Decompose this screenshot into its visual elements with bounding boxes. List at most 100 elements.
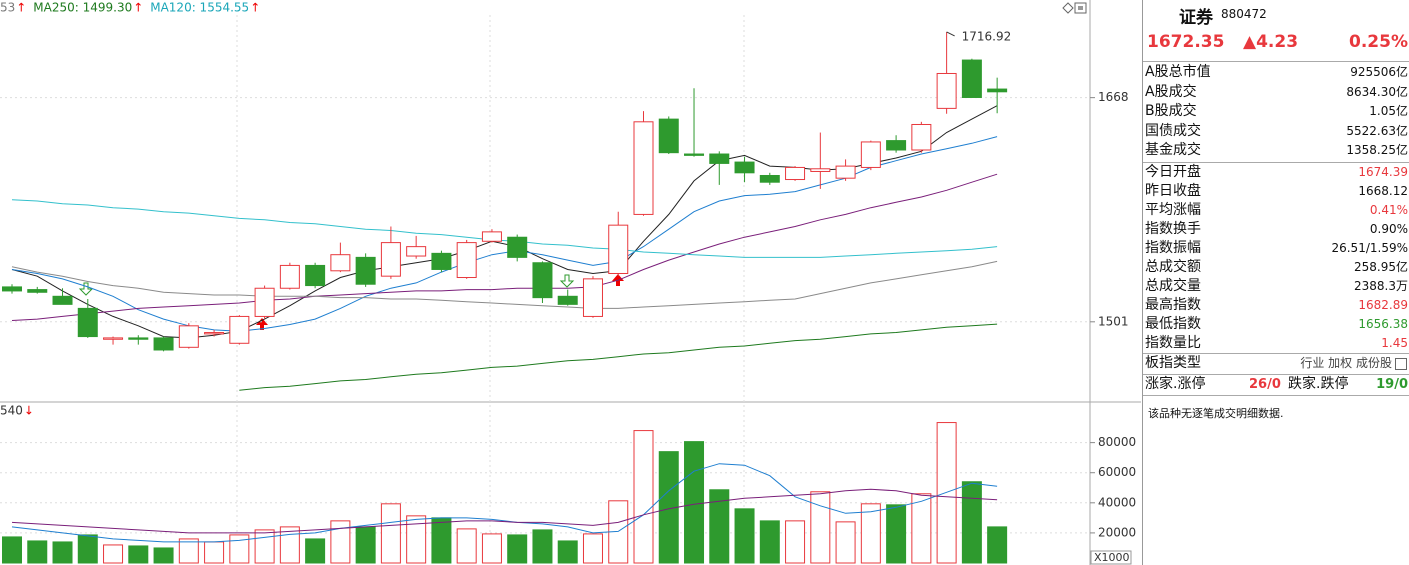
legend-arrow: ↓	[24, 404, 34, 418]
candle-body	[911, 123, 932, 151]
stat-row: 指数量比 1.45	[1145, 334, 1408, 353]
down-label: 跌家.跌停	[1288, 376, 1349, 392]
legend-arrow: ↑	[16, 1, 26, 15]
candle-body	[608, 224, 629, 274]
stat-row: A股总市值 925506亿	[1145, 63, 1408, 82]
stat-label: 总成交额	[1145, 259, 1201, 275]
note: 该品种无逐笔成交明细数据.	[1148, 407, 1284, 420]
volume-bar	[406, 515, 427, 564]
candle-body	[380, 242, 401, 277]
moving-average	[11, 173, 998, 321]
volume-bar	[633, 430, 654, 564]
candle-body	[785, 166, 806, 181]
stat-label: A股总市值	[1145, 64, 1211, 80]
type-icon	[1395, 358, 1407, 370]
y-tick-label: 40000	[1098, 495, 1136, 509]
stat-row: 国债成交 5522.63亿	[1145, 122, 1408, 141]
candle-body	[658, 118, 679, 154]
candle-body	[77, 307, 98, 338]
stat-value: 1682.89	[1358, 298, 1408, 312]
volume-bar	[355, 526, 376, 564]
candle-body	[330, 254, 351, 272]
down-value: 19/0	[1376, 377, 1408, 392]
volume-bar	[835, 521, 856, 564]
stat-label: 指数换手	[1145, 221, 1201, 237]
stat-row: 最高指数 1682.89	[1145, 296, 1408, 315]
stat-label: 平均涨幅	[1145, 202, 1201, 218]
volume-bar	[103, 544, 124, 564]
security-name: 证券	[1179, 8, 1213, 28]
stat-row: 指数换手 0.90%	[1145, 220, 1408, 239]
volume-bar	[431, 517, 452, 564]
legend-label: 53	[0, 1, 15, 15]
candle-body	[481, 231, 502, 242]
separator	[1143, 162, 1409, 163]
stat-value: 1358.25亿	[1346, 143, 1408, 157]
y-tick-label: 20000	[1098, 525, 1136, 539]
candle-body	[456, 242, 477, 279]
stat-value: 2388.3万	[1354, 279, 1408, 293]
volume-bar	[178, 538, 199, 564]
candle-body	[860, 141, 881, 168]
stat-value: 1668.12	[1358, 184, 1408, 198]
breadth-row: 涨家.涨停 26/0 跌家.跌停 19/0	[1145, 375, 1408, 394]
stat-label: A股成交	[1145, 83, 1197, 100]
volume-bar	[734, 508, 755, 564]
stat-label: 总成交量	[1145, 278, 1201, 294]
volume-bar	[481, 533, 502, 564]
price: 1672.35	[1147, 32, 1225, 52]
stat-value: 26.51/1.59%	[1331, 241, 1408, 255]
candle-body	[229, 315, 250, 344]
candle-body	[406, 246, 427, 257]
candle-body	[759, 174, 780, 183]
candle-body	[987, 88, 1008, 93]
stat-row: 今日开盘 1674.39	[1145, 163, 1408, 182]
candle-body	[305, 264, 326, 287]
moving-average	[11, 199, 998, 258]
icon[interactable]	[1074, 2, 1087, 14]
moving-average	[239, 323, 998, 391]
stat-value: 1.45	[1381, 336, 1408, 350]
stat-value: 1656.38	[1358, 317, 1408, 331]
icon[interactable]	[1062, 2, 1074, 14]
stat-value: 8634.30亿	[1346, 84, 1408, 99]
volume-bar	[456, 528, 477, 564]
type-row: 板指类型 行业 加权 成份股	[1145, 354, 1408, 373]
candle-body	[128, 337, 149, 340]
volume-bar	[204, 541, 225, 564]
stat-value: 0.90%	[1369, 222, 1408, 236]
volume-bar	[507, 534, 528, 564]
stat-label: 今日开盘	[1145, 164, 1201, 180]
candle-body	[431, 252, 452, 270]
legend-arrow: ↑	[250, 1, 260, 15]
separator	[1143, 61, 1409, 62]
change: ▲4.23	[1243, 32, 1299, 52]
volume-bar	[987, 526, 1008, 564]
volume-bar	[759, 520, 780, 564]
candle-body	[52, 295, 73, 305]
legend-label: MA250: 1499.30	[33, 1, 132, 15]
volume-bar	[810, 491, 831, 564]
volume-average	[11, 463, 998, 543]
stat-row: 指数振幅 26.51/1.59%	[1145, 239, 1408, 258]
y-tick-label: 1501	[1098, 314, 1129, 328]
stat-label: 指数振幅	[1145, 240, 1201, 256]
stat-label: 指数量比	[1145, 335, 1201, 351]
up-label: 涨家.涨停	[1145, 376, 1206, 392]
separator	[1143, 353, 1409, 354]
stat-label: 最低指数	[1145, 316, 1201, 332]
stat-label: 最高指数	[1145, 297, 1201, 313]
up-value: 26/0	[1249, 377, 1281, 392]
unit-box	[1090, 550, 1132, 565]
volume-bar	[128, 545, 149, 564]
type-label: 板指类型	[1145, 355, 1201, 371]
stat-row: 基金成交 1358.25亿	[1145, 141, 1408, 160]
moving-average	[11, 136, 998, 332]
candle-body	[254, 287, 275, 317]
y-tick-label: 60000	[1098, 465, 1136, 479]
separator	[1143, 395, 1409, 396]
volume-bar	[52, 541, 73, 564]
change-pct: 0.25%	[1349, 32, 1408, 52]
candle-body	[178, 325, 199, 348]
